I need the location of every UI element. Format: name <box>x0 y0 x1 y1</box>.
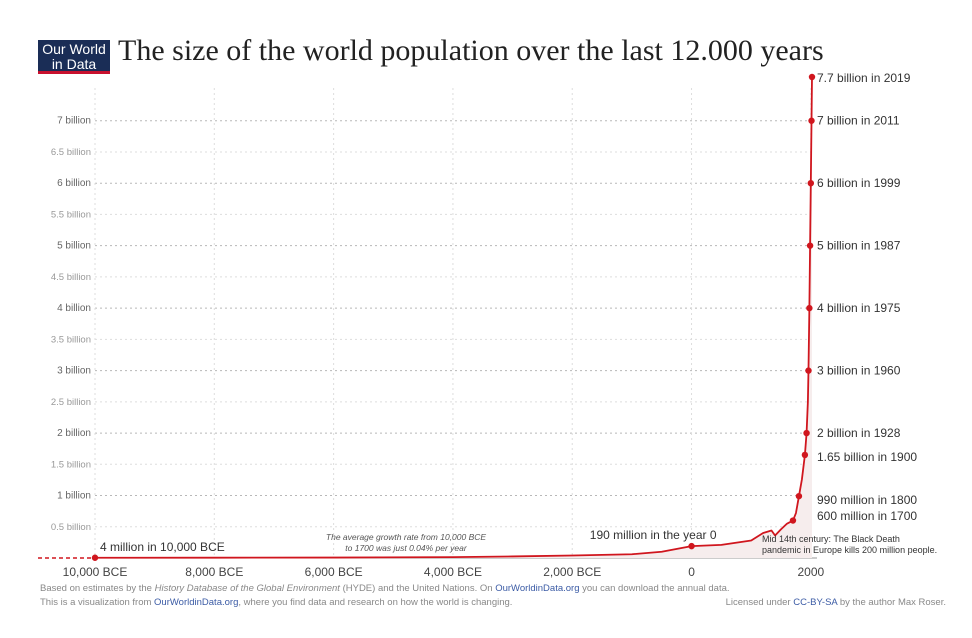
data-point <box>803 429 810 437</box>
y-tick-label: 0.5 billion <box>51 522 91 533</box>
growth-rate-note: to 1700 was just 0.04% per year <box>345 543 468 553</box>
black-death-note: Mid 14th century: The Black Death <box>762 534 900 544</box>
footer-text: (HYDE) and the United Nations. On <box>339 583 496 594</box>
y-tick-label: 6 billion <box>57 178 91 189</box>
footer-owid-link[interactable]: OurWorldinData.org <box>495 583 580 594</box>
footer-text: you can download the annual data. <box>579 583 730 594</box>
data-point <box>795 492 803 500</box>
y-tick-label: 3.5 billion <box>51 334 91 345</box>
y-tick-label: 1.5 billion <box>51 459 91 470</box>
data-label: 4 million in 10,000 BCE <box>100 540 225 554</box>
x-tick-label: 2000 <box>798 565 825 579</box>
data-label: 4 billion in 1975 <box>817 301 901 315</box>
data-label: 2 billion in 1928 <box>817 426 901 440</box>
y-tick-label: 2.5 billion <box>51 397 91 408</box>
x-tick-label: 2,000 BCE <box>543 565 601 579</box>
data-label: 190 million in the year 0 <box>590 528 717 542</box>
series-area <box>95 77 812 558</box>
black-death-note: pandemic in Europe kills 200 million peo… <box>762 545 937 555</box>
data-point <box>808 73 816 81</box>
data-label: 990 million in 1800 <box>817 493 917 507</box>
data-label: 7 billion in 2011 <box>817 114 900 128</box>
footer-text: This is a visualization from <box>40 597 155 608</box>
y-tick-label: 4 billion <box>57 303 91 314</box>
y-tick-label: 1 billion <box>57 491 91 502</box>
y-tick-label: 6.5 billion <box>51 147 91 158</box>
data-point <box>805 367 812 374</box>
footer-owid-link[interactable]: OurWorldinData.org <box>154 597 239 608</box>
data-point <box>808 117 815 124</box>
y-tick-label: 7 billion <box>57 116 91 127</box>
license-text: Licensed under <box>725 597 794 608</box>
data-point <box>91 554 99 561</box>
population-line <box>94 76 813 559</box>
data-point <box>688 542 695 550</box>
data-label: 6 billion in 1999 <box>817 176 901 190</box>
y-tick-label: 5 billion <box>57 241 91 252</box>
data-point <box>789 517 797 524</box>
y-tick-label: 5.5 billion <box>51 209 91 220</box>
footer-text: Based on estimates by the <box>40 583 155 594</box>
x-tick-label: 10,000 BCE <box>63 565 128 579</box>
owid-logo: Our World in Data <box>38 40 110 74</box>
data-point <box>806 304 813 312</box>
footer-database: History Database of the Global Environme… <box>154 583 340 594</box>
growth-rate-note: The average growth rate from 10,000 BCE <box>326 532 486 542</box>
x-tick-label: 8,000 BCE <box>185 565 243 579</box>
logo-line1: Our World <box>42 41 106 57</box>
x-tick-label: 4,000 BCE <box>424 565 482 579</box>
x-tick-label: 0 <box>688 565 695 579</box>
logo-line2: in Data <box>51 56 97 72</box>
data-label: 600 million in 1700 <box>817 509 917 523</box>
data-point <box>801 451 809 459</box>
footer-source: Based on estimates by the History Databa… <box>40 583 730 594</box>
data-label: 5 billion in 1987 <box>817 239 901 253</box>
y-tick-label: 4.5 billion <box>51 272 91 283</box>
x-tick-label: 6,000 BCE <box>305 565 363 579</box>
footer-visualization: This is a visualization from OurWorldinD… <box>40 597 512 608</box>
data-point <box>806 242 814 249</box>
population-chart: 0.5 billion 1 billion 1.5 billion 2 billion… <box>38 71 937 579</box>
data-label: 1.65 billion in 1900 <box>817 450 917 464</box>
logo-accent-bar <box>38 71 110 74</box>
chart-title: The size of the world population over th… <box>118 34 824 67</box>
license-text: by the author Max Roser. <box>837 597 946 608</box>
y-tick-label: 2 billion <box>57 428 91 439</box>
footer-license: Licensed under CC-BY-SA by the author Ma… <box>726 597 946 608</box>
license-link[interactable]: CC-BY-SA <box>793 597 838 608</box>
data-point <box>807 179 815 187</box>
data-label: 3 billion in 1960 <box>817 364 901 378</box>
data-label: 7.7 billion in 2019 <box>817 71 911 85</box>
y-tick-label: 3 billion <box>57 366 91 377</box>
footer-text: , where you find data and research on ho… <box>238 597 513 608</box>
